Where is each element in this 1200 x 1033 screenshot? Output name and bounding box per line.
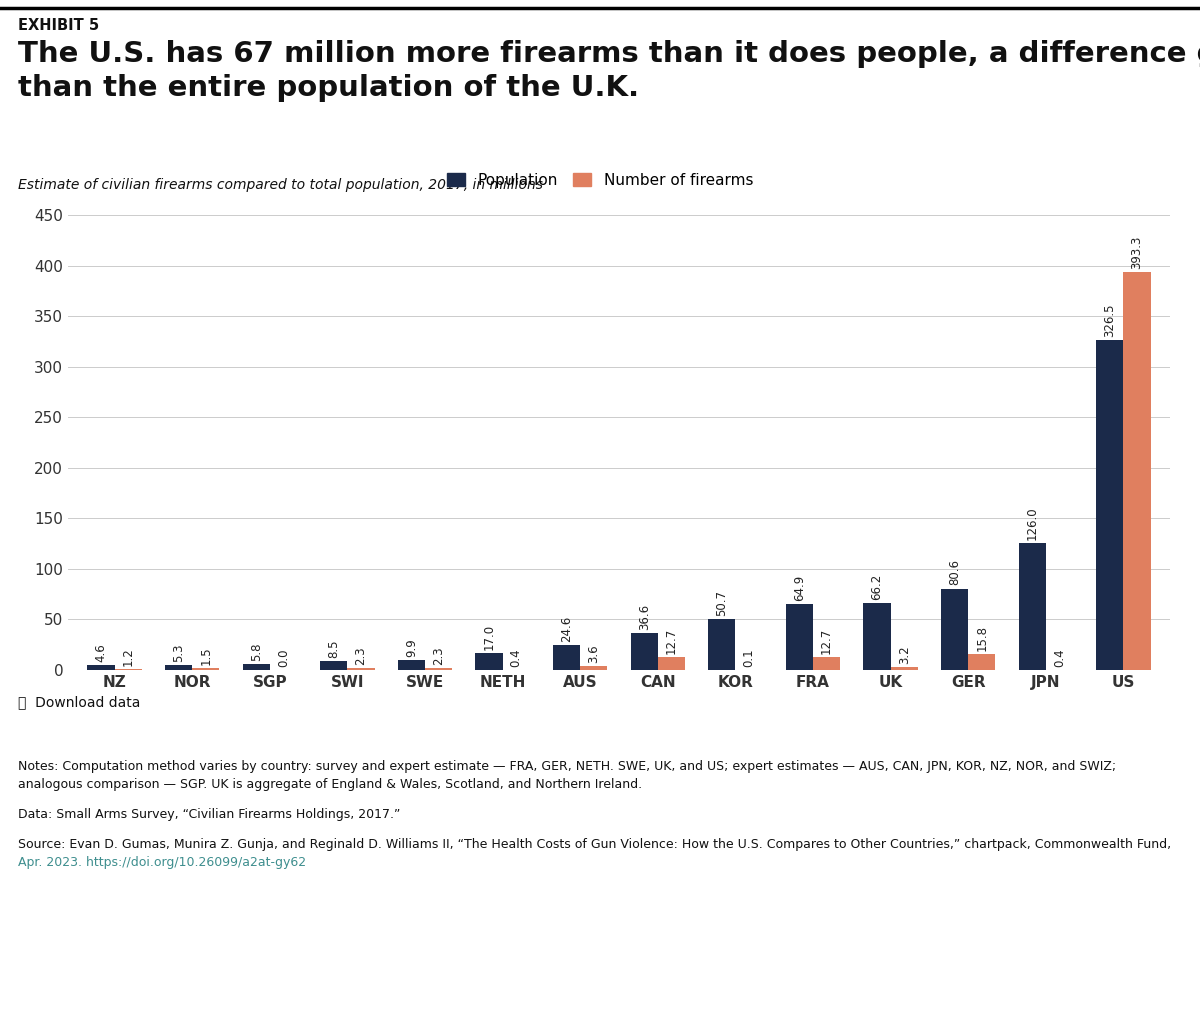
Text: 393.3: 393.3 xyxy=(1130,236,1144,270)
Bar xyxy=(658,657,685,670)
Text: 5.8: 5.8 xyxy=(250,643,263,661)
Bar xyxy=(320,661,347,670)
Text: 64.9: 64.9 xyxy=(793,575,806,601)
Text: 9.9: 9.9 xyxy=(404,638,418,657)
Bar xyxy=(1097,340,1123,670)
Bar xyxy=(553,646,580,670)
Text: 12.7: 12.7 xyxy=(665,628,678,654)
Text: ⤓  Download data: ⤓ Download data xyxy=(18,695,140,709)
Bar xyxy=(166,664,192,670)
Text: 8.5: 8.5 xyxy=(328,639,341,658)
Text: Estimate of civilian firearms compared to total population, 2017, in millions: Estimate of civilian firearms compared t… xyxy=(18,178,542,192)
Text: 0.1: 0.1 xyxy=(743,649,756,667)
Bar xyxy=(114,668,142,670)
Text: 0.0: 0.0 xyxy=(277,649,290,667)
Text: 326.5: 326.5 xyxy=(1103,304,1116,337)
Text: 36.6: 36.6 xyxy=(637,604,650,630)
Bar xyxy=(1019,542,1046,670)
Text: 80.6: 80.6 xyxy=(948,560,961,586)
Text: 3.2: 3.2 xyxy=(898,645,911,664)
Bar xyxy=(347,667,374,670)
Bar xyxy=(631,633,658,670)
Text: 0.4: 0.4 xyxy=(510,648,523,666)
Text: 50.7: 50.7 xyxy=(715,590,728,616)
Bar xyxy=(864,603,890,670)
Text: Apr. 2023. https://doi.org/10.26099/a2at-gy62: Apr. 2023. https://doi.org/10.26099/a2at… xyxy=(18,856,306,869)
Text: 3.6: 3.6 xyxy=(587,645,600,663)
Bar xyxy=(941,589,968,670)
Bar xyxy=(1123,273,1151,670)
Bar xyxy=(786,604,814,670)
Text: 1.2: 1.2 xyxy=(121,647,134,665)
Text: 66.2: 66.2 xyxy=(870,573,883,600)
Bar xyxy=(475,653,503,670)
Bar xyxy=(814,657,840,670)
Bar xyxy=(398,660,425,670)
Text: Data: Small Arms Survey, “Civilian Firearms Holdings, 2017.”: Data: Small Arms Survey, “Civilian Firea… xyxy=(18,808,401,821)
Text: 2.3: 2.3 xyxy=(432,646,445,664)
Text: Source: Evan D. Gumas, Munira Z. Gunja, and Reginald D. Williams II, “The Health: Source: Evan D. Gumas, Munira Z. Gunja, … xyxy=(18,838,1171,851)
Bar xyxy=(890,666,918,670)
Text: The U.S. has 67 million more firearms than it does people, a difference greater
: The U.S. has 67 million more firearms th… xyxy=(18,40,1200,101)
Text: Notes: Computation method varies by country: survey and expert estimate — FRA, G: Notes: Computation method varies by coun… xyxy=(18,760,1116,773)
Bar xyxy=(425,667,452,670)
Text: 15.8: 15.8 xyxy=(976,625,989,651)
Text: 2.3: 2.3 xyxy=(354,646,367,664)
Text: 126.0: 126.0 xyxy=(1026,506,1039,539)
Text: 17.0: 17.0 xyxy=(482,624,496,650)
Text: 24.6: 24.6 xyxy=(560,616,574,643)
Bar xyxy=(968,654,995,670)
Text: EXHIBIT 5: EXHIBIT 5 xyxy=(18,18,100,33)
Text: 5.3: 5.3 xyxy=(172,644,185,661)
Text: analogous comparison — SGP. UK is aggregate of England & Wales, Scotland, and No: analogous comparison — SGP. UK is aggreg… xyxy=(18,778,642,791)
Text: 4.6: 4.6 xyxy=(95,644,108,662)
Bar xyxy=(708,619,736,670)
Text: 12.7: 12.7 xyxy=(820,628,833,654)
Bar xyxy=(88,665,114,670)
Bar xyxy=(580,666,607,670)
Text: 1.5: 1.5 xyxy=(199,647,212,665)
Legend: Population, Number of firearms: Population, Number of firearms xyxy=(443,168,757,192)
Text: 0.4: 0.4 xyxy=(1052,648,1066,666)
Bar xyxy=(192,668,220,670)
Bar xyxy=(242,664,270,670)
